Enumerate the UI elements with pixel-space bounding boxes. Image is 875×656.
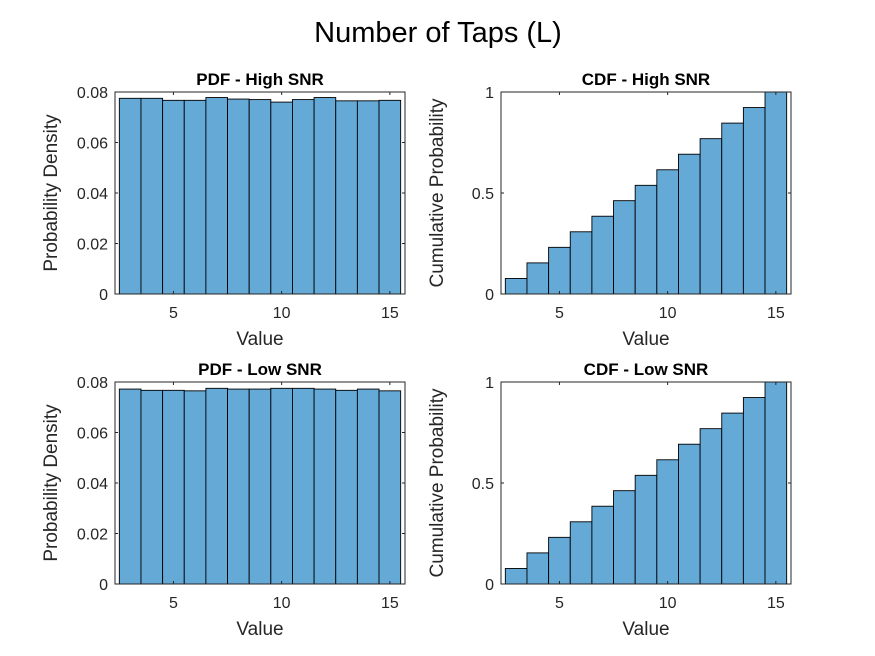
subplot-cdf-high-snr: CDF - High SNR Value Cumulative Probabil… xyxy=(427,70,792,350)
x-tick-label: 5 xyxy=(555,305,564,322)
y-tick-label: 0 xyxy=(485,287,494,304)
y-tick-label: 0.5 xyxy=(472,476,494,493)
x-tick-label: 15 xyxy=(767,595,785,612)
histogram-bar xyxy=(721,412,744,585)
y-tick-label: 0.04 xyxy=(77,476,108,493)
y-axis-label: Cumulative Probability xyxy=(427,98,448,288)
y-axis-label: Cumulative Probability xyxy=(427,388,448,578)
histogram-bar xyxy=(248,99,272,295)
histogram-bar xyxy=(764,91,788,295)
histogram-bar xyxy=(270,101,293,295)
histogram-bar xyxy=(335,389,358,585)
histogram-bar xyxy=(162,389,185,585)
histogram-bar xyxy=(118,97,142,295)
x-axis-label: Value xyxy=(622,329,669,350)
x-axis-label: Value xyxy=(236,619,283,640)
y-tick-label: 0.08 xyxy=(77,375,108,392)
y-axis-label: Probability Density xyxy=(41,404,62,562)
histogram-bar xyxy=(356,100,380,295)
histogram-bar xyxy=(548,246,571,295)
subplot-title: PDF - Low SNR xyxy=(198,360,322,379)
subplot-pdf-high-snr: PDF - High SNR Value Probability Density… xyxy=(41,70,406,350)
histogram-bar xyxy=(699,428,723,585)
x-axis-label: Value xyxy=(622,619,669,640)
histogram-bar xyxy=(591,215,614,295)
histogram-bar xyxy=(569,231,593,295)
histogram-bar xyxy=(699,138,723,295)
y-tick-label: 0.02 xyxy=(77,237,108,254)
histogram-bar xyxy=(504,567,528,585)
histogram-bar xyxy=(140,97,164,295)
x-tick-label: 5 xyxy=(169,305,178,322)
x-tick-label: 15 xyxy=(767,305,785,322)
histogram-bar xyxy=(313,97,337,295)
histogram-bar xyxy=(656,169,679,295)
y-tick-label: 0.06 xyxy=(77,136,108,153)
histogram-bar xyxy=(613,490,636,585)
histogram-bar xyxy=(227,98,250,295)
x-tick-label: 15 xyxy=(381,595,399,612)
subplot-pdf-low-snr: PDF - Low SNR Value Probability Density … xyxy=(41,360,406,640)
histogram-bar xyxy=(764,381,788,585)
y-tick-label: 0.04 xyxy=(77,186,108,203)
subplot-title: PDF - High SNR xyxy=(196,70,324,89)
y-tick-label: 0.5 xyxy=(472,186,494,203)
histogram-bar xyxy=(313,388,337,585)
histogram-bar xyxy=(183,390,207,585)
y-tick-label: 0 xyxy=(485,577,494,594)
figure-title: Number of Taps (L) xyxy=(314,17,562,49)
x-tick-label: 5 xyxy=(555,595,564,612)
histogram-bar xyxy=(721,122,744,295)
y-axis-label: Probability Density xyxy=(41,114,62,272)
histogram-bar xyxy=(227,388,250,585)
subplot-cdf-low-snr: CDF - Low SNR Value Cumulative Probabili… xyxy=(427,360,792,640)
histogram-bar xyxy=(504,277,528,295)
x-tick-label: 5 xyxy=(169,595,178,612)
histogram-bar xyxy=(205,387,228,585)
histogram-bar xyxy=(162,99,185,295)
subplot-title: CDF - Low SNR xyxy=(584,360,709,379)
y-tick-label: 1 xyxy=(485,375,494,392)
histogram-bar xyxy=(248,388,272,585)
histogram-bar xyxy=(356,388,380,585)
histogram-bar xyxy=(526,552,550,585)
histogram-bar xyxy=(118,388,142,585)
histogram-bar xyxy=(335,100,358,295)
histogram-bar xyxy=(656,459,679,585)
histogram-bar xyxy=(378,99,402,295)
histogram-bar xyxy=(678,443,701,585)
x-tick-label: 10 xyxy=(659,305,677,322)
histogram-bar xyxy=(183,99,207,295)
histogram-bar xyxy=(140,389,164,585)
histogram-bar xyxy=(742,107,766,295)
histogram-bar xyxy=(678,153,701,295)
y-tick-label: 0.08 xyxy=(77,85,108,102)
histogram-bar xyxy=(613,200,636,295)
x-tick-label: 10 xyxy=(273,305,291,322)
y-tick-label: 0 xyxy=(99,577,108,594)
x-tick-label: 10 xyxy=(659,595,677,612)
histogram-bar xyxy=(548,536,571,585)
subplot-title: CDF - High SNR xyxy=(582,70,710,89)
y-tick-label: 0.02 xyxy=(77,527,108,544)
x-tick-label: 10 xyxy=(273,595,291,612)
y-tick-label: 0.06 xyxy=(77,426,108,443)
histogram-bar xyxy=(378,390,402,585)
histogram-bar xyxy=(205,97,228,295)
histogram-bar xyxy=(634,184,658,295)
histogram-bar xyxy=(742,397,766,585)
y-tick-label: 0 xyxy=(99,287,108,304)
histogram-bar xyxy=(292,387,315,585)
histogram-bar xyxy=(634,474,658,585)
histogram-bar xyxy=(569,521,593,585)
x-tick-label: 15 xyxy=(381,305,399,322)
y-tick-label: 1 xyxy=(485,85,494,102)
histogram-bar xyxy=(591,505,614,585)
x-axis-label: Value xyxy=(236,329,283,350)
histogram-bar xyxy=(292,99,315,295)
histogram-bar xyxy=(526,262,550,295)
histogram-bar xyxy=(270,387,293,585)
